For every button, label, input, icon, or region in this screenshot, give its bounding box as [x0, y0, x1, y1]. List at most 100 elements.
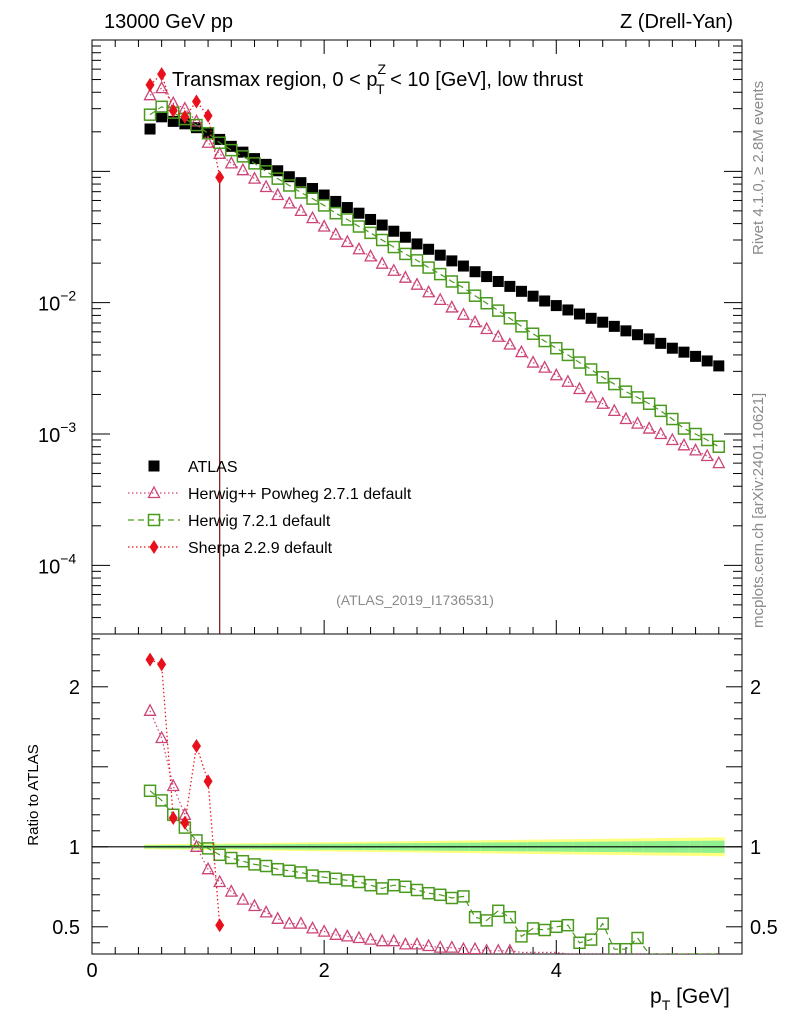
ratio-point: [480, 914, 493, 927]
uncertainty-bands: [92, 837, 742, 857]
data-point: [491, 329, 505, 342]
legend-label: Sherpa 2.2.9 default: [188, 540, 333, 557]
data-point: [468, 289, 482, 302]
data-point: [145, 77, 155, 92]
legend-marker: [147, 513, 161, 527]
data-point: [573, 356, 586, 369]
data-point: [376, 219, 388, 231]
legend-marker: [148, 460, 160, 472]
ratio-point: [468, 941, 482, 954]
data-point: [317, 199, 331, 212]
data-point: [503, 337, 517, 350]
axis-ticks: [91, 39, 743, 954]
legend-marker: [149, 540, 159, 554]
data-point: [549, 367, 563, 381]
data-point: [539, 295, 551, 307]
data-point: [550, 300, 562, 312]
data-point: [492, 275, 504, 287]
ratio-point: [387, 933, 401, 947]
plot-title: Transmax region, 0 < pZ T < 10 [GeV], low…: [172, 61, 583, 97]
data-point: [688, 443, 703, 456]
data-point: [283, 171, 295, 183]
data-point: [294, 203, 308, 217]
data-point: [190, 122, 202, 134]
data-point: [631, 391, 644, 404]
ratio-tick-label-left: 0.5: [52, 917, 80, 939]
data-point: [632, 329, 644, 341]
data-point: [260, 158, 272, 170]
ratio-point: [201, 861, 215, 875]
data-point: [155, 80, 169, 94]
data-point: [445, 300, 459, 313]
data-point: [411, 238, 423, 250]
data-point: [678, 346, 690, 358]
data-point: [168, 103, 178, 118]
data-point: [700, 433, 714, 447]
data-point: [596, 371, 609, 384]
data-point: [191, 94, 201, 109]
ratio-line: [149, 710, 719, 954]
data-point: [572, 381, 587, 395]
ratio-point: [515, 930, 528, 943]
data-point: [271, 172, 284, 185]
ratio-point: [168, 811, 178, 825]
y-tick-label: 10−2: [38, 288, 76, 316]
data-point: [237, 146, 249, 158]
data-point: [655, 337, 667, 349]
data-point: [538, 360, 552, 373]
ratio-tick-label-right: 0.5: [750, 917, 778, 939]
data-point: [526, 355, 540, 368]
ratio-point: [364, 878, 377, 892]
ratio-point: [282, 916, 296, 929]
data-point: [480, 296, 493, 310]
mcplots-label: mcplots.cern.ch [arXiv:2401.10621]: [750, 393, 767, 628]
ratio-point: [410, 936, 424, 950]
data-point: [329, 206, 342, 220]
data-point: [340, 234, 354, 248]
data-point: [225, 140, 237, 152]
ratio-tick-label-right: 1: [750, 837, 761, 859]
data-point: [283, 179, 296, 192]
data-point: [597, 316, 609, 328]
ratio-point: [375, 933, 389, 947]
ratio-point: [305, 920, 320, 934]
data-point: [701, 355, 713, 367]
y-tick-label: 10−3: [38, 419, 76, 447]
data-point: [527, 290, 539, 302]
rivet-version-label: Rivet 4.1.0, ≥ 2.8M events: [750, 81, 767, 255]
data-point: [457, 281, 470, 294]
ratio-point: [259, 904, 273, 918]
data-point: [457, 260, 469, 272]
data-point: [215, 170, 225, 185]
data-point: [423, 243, 435, 255]
data-point: [422, 284, 436, 298]
data-point: [584, 363, 598, 376]
x-tick-label: 2: [319, 960, 330, 982]
ratio-point: [584, 933, 598, 946]
data-point: [248, 157, 261, 170]
process-label: Z (Drell-Yan): [620, 11, 733, 33]
data-point: [317, 219, 331, 232]
ratio-series: [143, 652, 719, 954]
energy-label: 13000 GeV pp: [104, 11, 233, 33]
ratio-point: [468, 910, 482, 924]
ratio-point: [457, 941, 470, 954]
data-point: [607, 403, 621, 417]
ratio-point: [561, 918, 575, 932]
ratio-point: [191, 739, 201, 753]
data-point: [562, 304, 574, 316]
data-point: [259, 179, 273, 193]
data-point: [236, 162, 250, 176]
data-point: [375, 256, 389, 269]
data-point: [654, 404, 667, 418]
data-point: [341, 213, 354, 226]
data-point: [481, 271, 493, 283]
data-point: [388, 225, 400, 237]
data-point: [214, 133, 226, 145]
data-point: [561, 374, 575, 387]
data-point: [410, 277, 424, 290]
data-point: [201, 135, 215, 148]
data-point: [365, 213, 377, 225]
ratio-point: [433, 940, 447, 953]
